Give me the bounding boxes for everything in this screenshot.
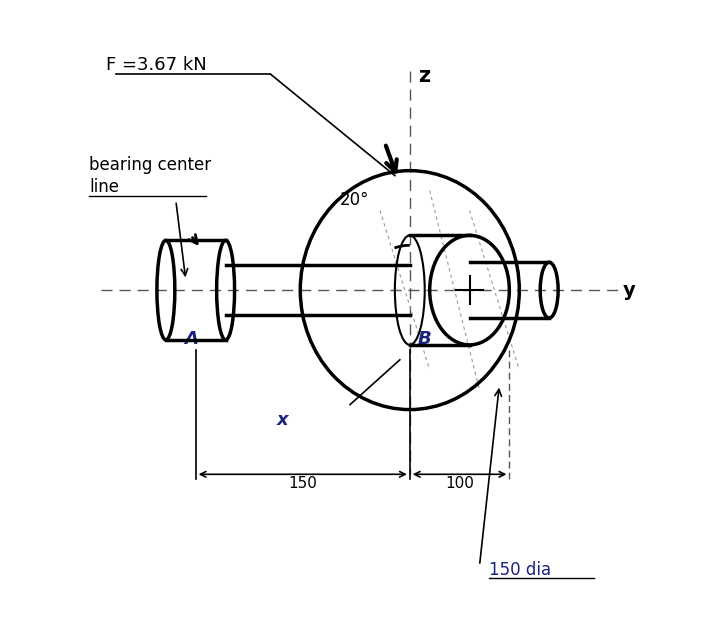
Text: 150: 150 [289,476,318,491]
Text: y: y [623,280,636,300]
Text: bearing center
line: bearing center line [89,156,211,196]
Text: F =3.67 kN: F =3.67 kN [106,56,207,74]
Text: 100: 100 [445,476,474,491]
Text: 150 dia: 150 dia [489,561,552,579]
Text: 20°: 20° [340,192,370,210]
Text: x: x [277,411,289,428]
Text: B: B [418,330,431,348]
Text: A: A [184,330,198,348]
Text: z: z [418,66,430,86]
